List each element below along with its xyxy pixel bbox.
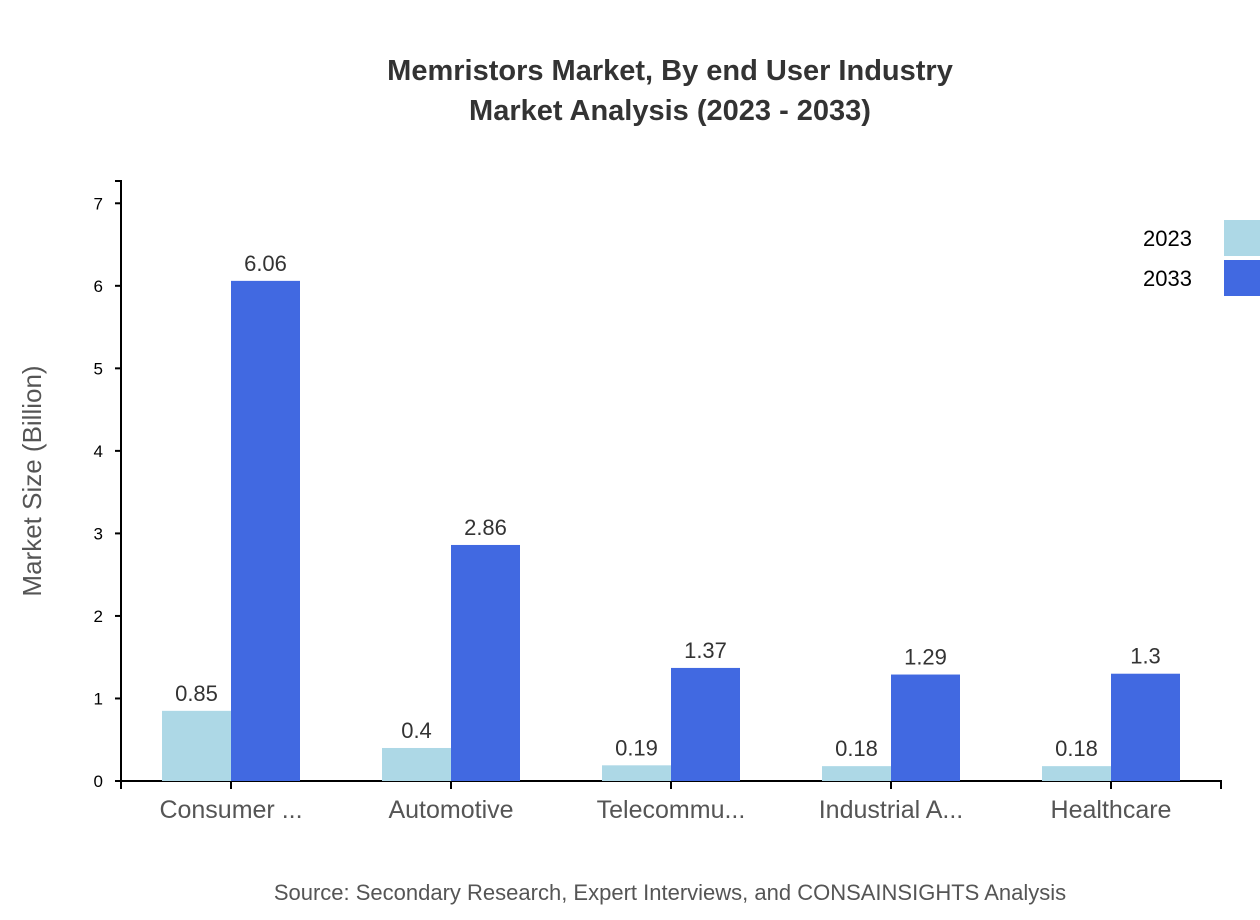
data-label: 0.18 — [835, 736, 878, 761]
x-tick-label: Consumer ... — [159, 796, 302, 824]
y-tick-label: 4 — [94, 442, 103, 461]
bar-2033 — [1111, 673, 1180, 781]
y-tick-label: 3 — [94, 524, 103, 543]
chart-title: Memristors Market, By end User Industry — [387, 55, 953, 87]
data-label: 6.06 — [244, 251, 287, 276]
x-tick-label: Telecommu... — [597, 796, 746, 824]
bar-2023 — [822, 766, 891, 781]
source-note: Source: Secondary Research, Expert Inter… — [274, 880, 1066, 905]
data-label: 0.85 — [175, 681, 218, 706]
bar-2023 — [602, 765, 671, 781]
x-tick-label: Automotive — [388, 796, 513, 824]
bar-2033 — [671, 667, 740, 781]
data-label: 1.37 — [684, 638, 727, 663]
y-tick-label: 2 — [94, 607, 103, 626]
bar-2033 — [231, 280, 300, 781]
legend-label: 2023 — [1143, 226, 1192, 251]
data-label: 0.4 — [401, 718, 432, 743]
x-tick-label: Industrial A... — [819, 796, 964, 824]
y-axis-line — [115, 180, 122, 782]
x-tick-label: Healthcare — [1051, 796, 1172, 824]
y-tick-label: 1 — [94, 689, 103, 708]
chart-subtitle: Market Analysis (2023 - 2033) — [469, 95, 871, 127]
bar-2023 — [162, 710, 231, 781]
y-tick-label: 0 — [94, 772, 103, 791]
data-label: 2.86 — [464, 515, 507, 540]
y-tick-label: 6 — [94, 277, 103, 296]
bar-2033 — [891, 674, 960, 781]
legend-label: 2033 — [1143, 266, 1192, 291]
data-label: 0.19 — [615, 735, 658, 760]
legend-swatch — [1224, 220, 1260, 256]
bar-2033 — [451, 544, 520, 781]
data-label: 0.18 — [1055, 736, 1098, 761]
y-axis-label: Market Size (Billion) — [17, 365, 47, 596]
data-label: 1.29 — [904, 645, 947, 670]
y-tick-label: 5 — [94, 359, 103, 378]
bar-2023 — [382, 747, 451, 781]
y-tick-label: 7 — [94, 194, 103, 213]
bar-2023 — [1042, 766, 1111, 781]
data-label: 1.3 — [1130, 644, 1161, 669]
legend-swatch — [1224, 260, 1260, 296]
